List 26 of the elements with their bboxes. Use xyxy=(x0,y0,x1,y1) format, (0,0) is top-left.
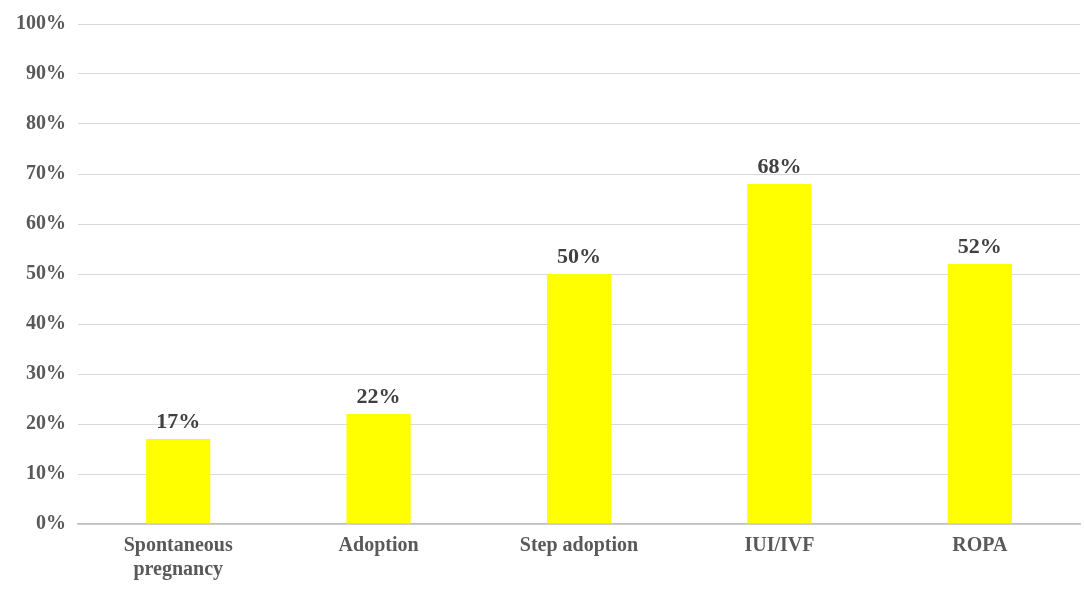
data-label: 52% xyxy=(957,232,1002,258)
bar xyxy=(146,439,211,524)
bar xyxy=(747,184,812,524)
x-tick-label: Adoption xyxy=(338,533,419,557)
data-label: 22% xyxy=(356,382,401,408)
data-label: 17% xyxy=(156,407,201,433)
y-tick-label: 80% xyxy=(26,111,66,134)
y-tick-label: 90% xyxy=(26,61,66,84)
y-tick-label: 100% xyxy=(16,11,66,34)
bar xyxy=(546,274,612,524)
y-tick-label: 0% xyxy=(36,511,66,534)
data-label: 68% xyxy=(757,152,802,178)
bar xyxy=(346,414,411,524)
data-label: 50% xyxy=(557,242,601,268)
y-tick-label: 10% xyxy=(26,461,66,484)
y-tick-label: 50% xyxy=(26,261,66,284)
y-tick-label: 30% xyxy=(26,361,66,384)
bar xyxy=(947,264,1012,524)
x-tick-label: Step adoption xyxy=(519,533,639,557)
y-tick-label: 40% xyxy=(26,311,66,334)
y-tick-label: 20% xyxy=(26,411,66,434)
x-tick-label: IUI/IVF xyxy=(744,533,815,556)
x-tick-label: ROPA xyxy=(952,533,1008,556)
x-tick-label: Spontaneous pregnancy xyxy=(123,533,233,581)
y-tick-label: 70% xyxy=(26,161,66,184)
y-tick-label: 60% xyxy=(26,211,66,234)
